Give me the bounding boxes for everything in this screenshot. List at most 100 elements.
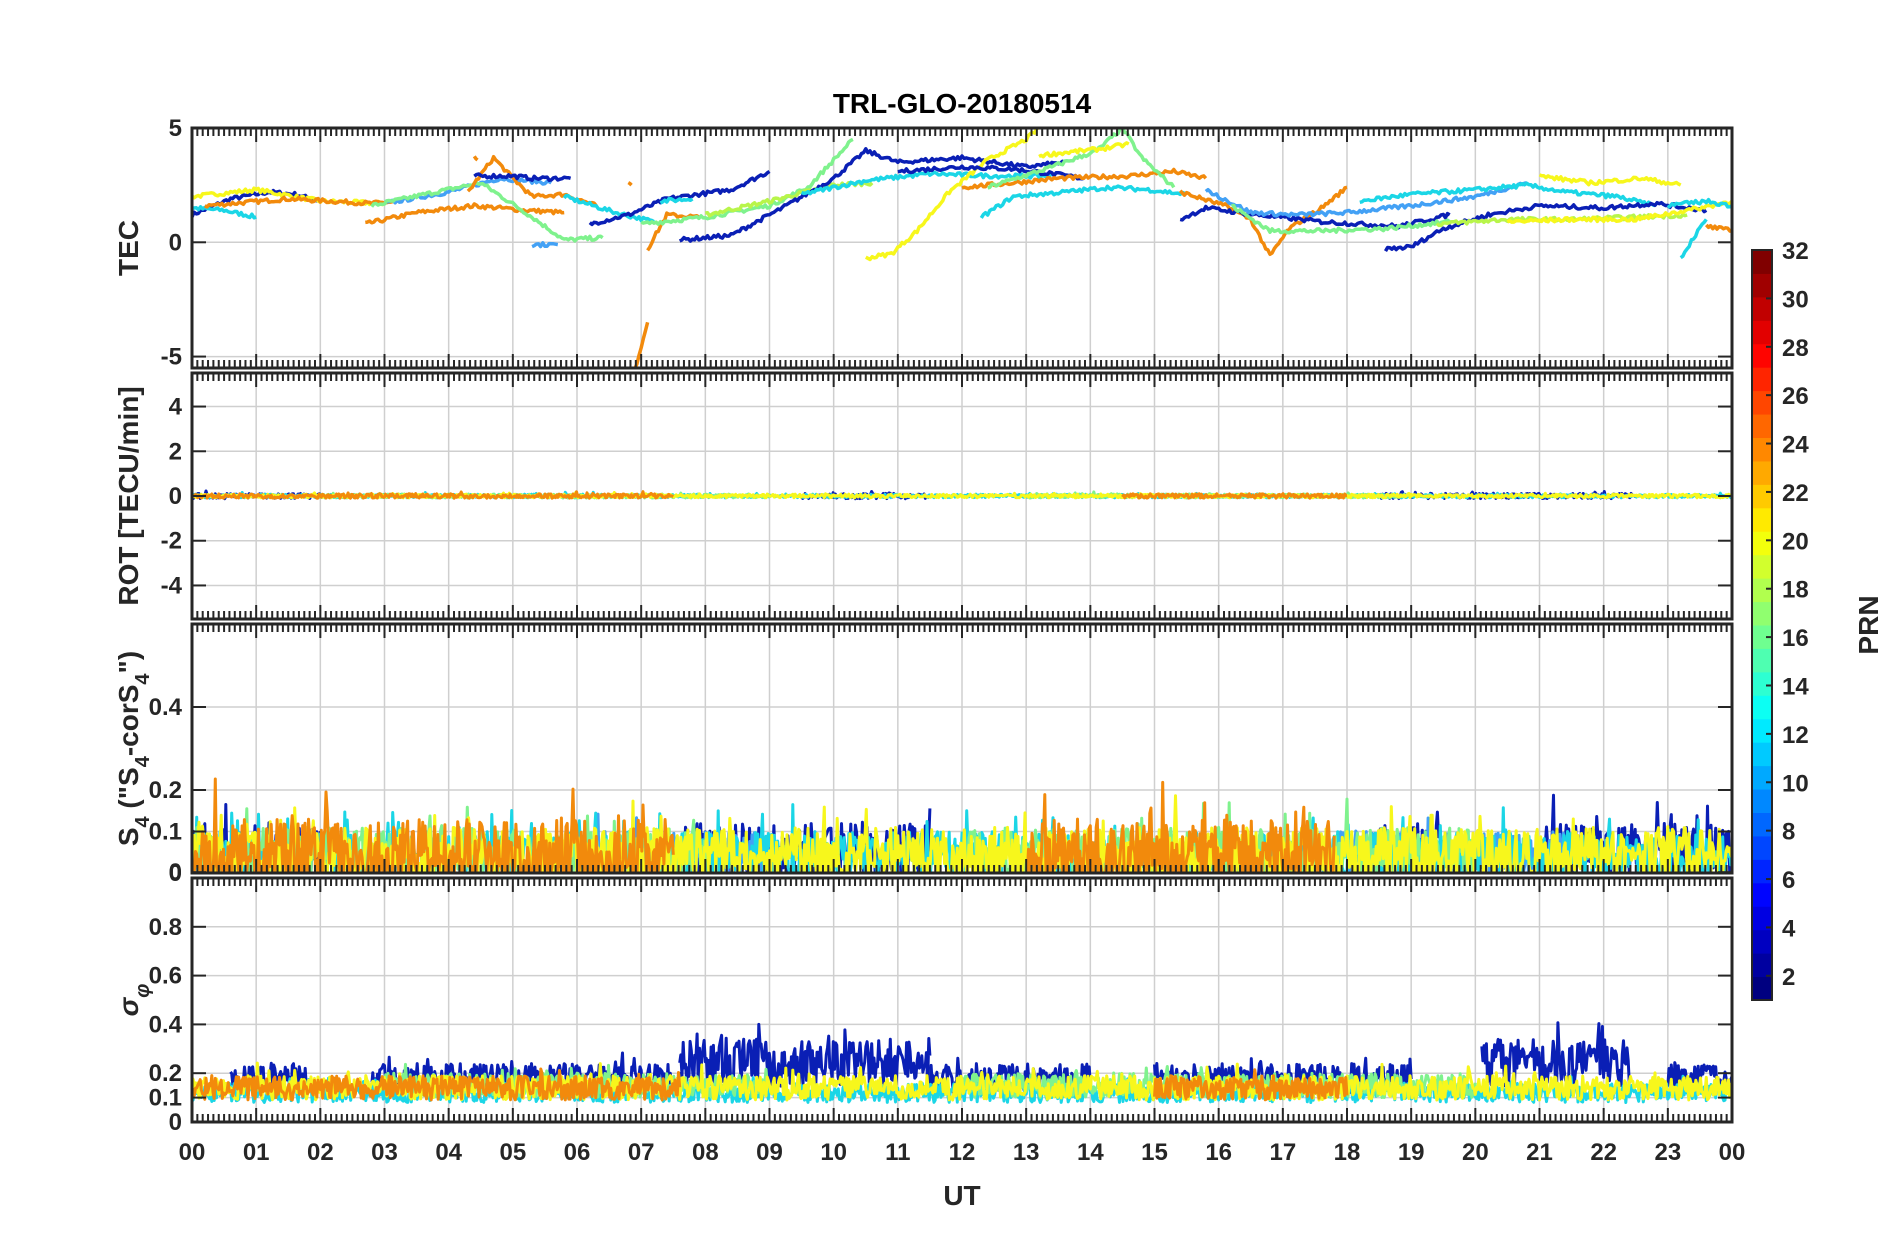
tec-series-line <box>800 170 1053 196</box>
x-tick-label: 12 <box>949 1139 976 1166</box>
colorbar-swatch <box>1752 390 1772 415</box>
tec-series-line <box>627 181 633 187</box>
sigma-series-line <box>678 1022 932 1089</box>
tec-series-line <box>640 137 854 226</box>
colorbar-tick-label: 24 <box>1782 432 1809 459</box>
x-tick-label: 18 <box>1334 1139 1361 1166</box>
panel-tec: -5 0 5 TEC <box>113 115 1734 371</box>
x-tick-label: 21 <box>1526 1139 1553 1166</box>
colorbar-swatch <box>1752 578 1772 603</box>
y-tick-label: 0.4 <box>149 694 183 721</box>
tec-series-line <box>646 211 700 252</box>
tec-series-line <box>979 184 1188 219</box>
y-tick-label: -2 <box>161 528 182 555</box>
sigma-series-line <box>192 1067 682 1102</box>
colorbar-swatch <box>1752 625 1772 649</box>
panel-s4: 000.10.20.4S4 ("S4-corS4") <box>113 622 1734 887</box>
y-axis-label: TEC <box>113 220 144 276</box>
x-tick-label: 10 <box>820 1139 847 1166</box>
colorbar-swatch <box>1752 695 1772 720</box>
colorbar-swatch <box>1752 789 1772 813</box>
x-axis-label: UT <box>943 1180 980 1211</box>
x-tick-label: 05 <box>499 1139 526 1166</box>
x-tick-label: 16 <box>1205 1139 1232 1166</box>
y-tick-label: 0 <box>169 860 182 887</box>
colorbar-swatch <box>1752 882 1772 907</box>
tec-series-line <box>370 180 604 243</box>
colorbar-swatch <box>1752 859 1772 884</box>
tec-series-line <box>1679 218 1708 260</box>
colorbar-swatch <box>1752 906 1772 931</box>
x-tick-label: 04 <box>435 1139 462 1166</box>
series-group <box>192 489 1732 501</box>
tec-series-line <box>1705 223 1732 233</box>
y-tick-label: 0 <box>169 859 182 886</box>
colorbar-tick-label: 2 <box>1782 964 1795 991</box>
panel-sigma: 00.10.2 0.4 0.6 0.8 σφ <box>113 876 1734 1136</box>
colorbar-tick-label: 16 <box>1782 625 1809 652</box>
x-tick-label: 17 <box>1269 1139 1296 1166</box>
colorbar-swatch <box>1752 343 1772 368</box>
x-tick-label: 14 <box>1077 1139 1104 1166</box>
y-tick-label: 0 <box>169 1109 182 1136</box>
x-tick-label: 19 <box>1398 1139 1425 1166</box>
colorbar-tick-label: 22 <box>1782 480 1809 507</box>
colorbar-swatch <box>1752 273 1772 298</box>
y-tick-label: 0.1 <box>149 1085 182 1112</box>
colorbar-tick-label: 12 <box>1782 722 1809 749</box>
colorbar-swatch <box>1752 671 1772 696</box>
colorbar-swatch <box>1752 835 1772 860</box>
colorbar-swatch <box>1752 531 1772 556</box>
x-tick-label: 15 <box>1141 1139 1168 1166</box>
tec-series-line <box>1204 181 1527 218</box>
series-group <box>192 128 1732 368</box>
y-tick-label: 0.2 <box>149 777 182 804</box>
colorbar-swatch <box>1752 437 1772 462</box>
colorbar-swatch <box>1752 320 1772 345</box>
tec-series-line <box>472 155 479 162</box>
tec-series-line <box>1506 199 1732 224</box>
colorbar-swatch <box>1752 742 1772 767</box>
y-tick-label: 2 <box>169 438 182 465</box>
tec-series-line <box>1230 203 1451 235</box>
colorbar-swatch <box>1752 414 1772 438</box>
colorbar-tick-label: 14 <box>1782 673 1809 700</box>
colorbar-swatch <box>1752 250 1772 274</box>
rot-series-line <box>1121 492 1348 500</box>
tec-series-line <box>1383 200 1708 252</box>
x-tick-label: 11 <box>885 1139 910 1166</box>
colorbar-swatch <box>1752 648 1772 673</box>
colorbar-swatch <box>1752 718 1772 743</box>
tec-series-line <box>678 147 1066 243</box>
x-tick-label: 08 <box>692 1139 719 1166</box>
x-tick-label: 09 <box>756 1139 783 1166</box>
y-tick-label: 0.1 <box>149 819 182 846</box>
x-tick-label: 00 <box>179 1139 206 1166</box>
x-tick-label: 01 <box>243 1139 270 1166</box>
x-tick-label: 07 <box>628 1139 655 1166</box>
x-tick-label: 13 <box>1013 1139 1040 1166</box>
s4-series-line <box>1025 780 1336 873</box>
y-axis-label: ROT [TECU/min] <box>113 386 144 605</box>
sigma-series-line <box>1153 1068 1349 1102</box>
colorbar-frame <box>1751 249 1773 1001</box>
colorbar-tick-label: 8 <box>1782 819 1795 846</box>
y-tick-label: 0.4 <box>149 1011 183 1038</box>
y-axis-label: σφ <box>113 984 154 1017</box>
tec-series-line <box>192 205 257 220</box>
colorbar-swatch <box>1752 929 1772 954</box>
colorbar-swatch <box>1752 554 1772 579</box>
tec-series-line <box>659 196 694 205</box>
tec-series-line <box>1178 185 1348 257</box>
x-tick-label: 23 <box>1654 1139 1681 1166</box>
tec-series-line <box>1666 197 1732 209</box>
sigma-series-line <box>192 1061 1732 1102</box>
colorbar-tick-label: 26 <box>1782 383 1809 410</box>
tec-series-line <box>473 172 572 183</box>
y-tick-label: 0 <box>169 229 182 256</box>
tec-series-line <box>365 202 565 225</box>
colorbar-tick-label: 30 <box>1782 286 1809 313</box>
x-tick-label: 03 <box>371 1139 398 1166</box>
